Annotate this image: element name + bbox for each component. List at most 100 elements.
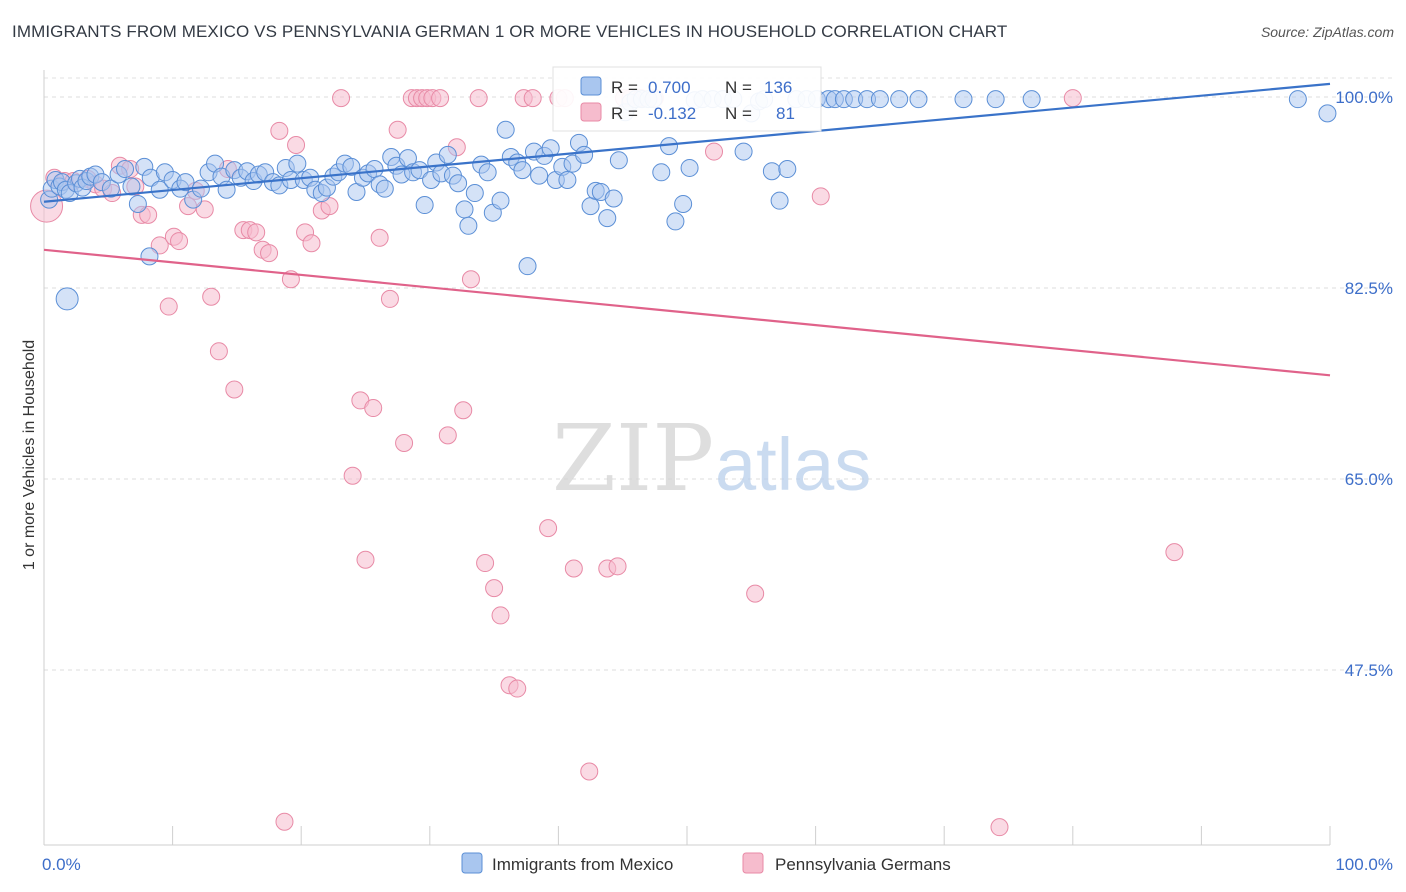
point-immigrants-from-mexico — [652, 163, 671, 182]
point-pennsylvania-germans — [476, 554, 495, 573]
stats-swatch-pink — [580, 102, 602, 122]
point-immigrants-from-mexico — [365, 160, 384, 179]
watermark-zip: ZIP — [552, 405, 714, 512]
point-pennsylvania-germans — [159, 297, 178, 316]
point-immigrants-from-mexico — [438, 145, 457, 164]
point-immigrants-from-mexico — [598, 209, 617, 228]
watermark: ZIP atlas — [552, 405, 871, 512]
point-immigrants-from-mexico — [604, 189, 623, 208]
point-pennsylvania-germans — [469, 89, 488, 108]
x-tick-labels: 0.0% 100.0% — [42, 855, 1393, 874]
point-pennsylvania-germans — [454, 401, 473, 420]
point-immigrants-from-mexico — [762, 162, 781, 181]
y-tick-label-2: 65.0% — [1345, 470, 1393, 489]
point-pennsylvania-germans — [705, 142, 724, 161]
point-immigrants-from-mexico — [455, 200, 474, 219]
legend-label-pennsylvania-germans: Pennsylvania Germans — [775, 855, 951, 874]
point-pennsylvania-germans — [580, 762, 599, 781]
bottom-legend: Immigrants from Mexico Pennsylvania Germ… — [461, 852, 951, 874]
point-immigrants-from-mexico — [674, 194, 693, 213]
point-pennsylvania-germans — [364, 399, 383, 418]
trend-line-pennsylvania-germans — [43, 248, 1331, 377]
y-tick-label-0: 100.0% — [1335, 88, 1393, 107]
point-immigrants-from-mexico — [778, 160, 797, 179]
point-immigrants-from-mexico — [122, 177, 141, 196]
trend-line-immigrants-from-mexico — [43, 82, 1331, 203]
point-immigrants-from-mexico — [890, 90, 909, 109]
stats-n-value-pink: 81 — [776, 104, 795, 123]
point-pennsylvania-germans — [225, 380, 244, 399]
point-pennsylvania-germans — [388, 120, 407, 139]
point-pennsylvania-germans — [1165, 543, 1184, 562]
point-pennsylvania-germans — [356, 550, 375, 569]
stats-n-value-blue: 136 — [764, 78, 792, 97]
point-immigrants-from-mexico — [666, 212, 685, 231]
point-pennsylvania-germans — [1063, 89, 1082, 108]
point-immigrants-from-mexico — [449, 174, 468, 193]
stats-swatch-blue — [580, 76, 602, 96]
point-immigrants-from-mexico — [680, 158, 699, 177]
point-immigrants-from-mexico — [415, 196, 434, 215]
watermark-atlas: atlas — [715, 423, 871, 506]
source-label: Source: ZipAtlas.com — [1260, 24, 1394, 40]
series-immigrants-from-mexico — [40, 90, 1337, 311]
point-pennsylvania-germans — [990, 818, 1009, 837]
point-immigrants-from-mexico — [116, 160, 135, 179]
stats-r-value-blue: 0.700 — [648, 78, 691, 97]
legend-swatch-pennsylvania-germans — [742, 852, 764, 874]
point-immigrants-from-mexico — [870, 90, 889, 109]
point-pennsylvania-germans — [332, 89, 351, 108]
stats-r-label-blue: R = — [611, 78, 638, 97]
point-pennsylvania-germans — [608, 557, 627, 576]
point-pennsylvania-germans — [247, 223, 266, 242]
legend-label-immigrants-from-mexico: Immigrants from Mexico — [492, 855, 673, 874]
stats-n-label-pink: N = — [725, 104, 752, 123]
stats-r-value-pink: -0.132 — [648, 104, 696, 123]
point-immigrants-from-mexico — [1318, 104, 1337, 123]
point-immigrants-from-mexico — [478, 163, 497, 182]
point-pennsylvania-germans — [564, 559, 583, 578]
point-immigrants-from-mexico — [986, 90, 1005, 109]
point-pennsylvania-germans — [202, 287, 221, 306]
point-pennsylvania-germans — [170, 232, 189, 251]
point-immigrants-from-mexico — [541, 139, 560, 158]
point-pennsylvania-germans — [485, 579, 504, 598]
y-tick-label-1: 82.5% — [1345, 279, 1393, 298]
point-immigrants-from-mexico — [375, 179, 394, 198]
point-immigrants-from-mexico — [558, 170, 577, 189]
point-immigrants-from-mexico — [496, 120, 515, 139]
point-immigrants-from-mexico — [176, 173, 195, 192]
point-immigrants-from-mexico — [530, 166, 549, 185]
point-immigrants-from-mexico — [459, 216, 478, 235]
trend-lines — [43, 82, 1331, 377]
point-pennsylvania-germans — [270, 121, 289, 140]
point-immigrants-from-mexico — [513, 161, 532, 180]
point-pennsylvania-germans — [395, 433, 414, 452]
point-immigrants-from-mexico — [288, 154, 307, 173]
point-immigrants-from-mexico — [734, 142, 753, 161]
point-pennsylvania-germans — [811, 187, 830, 206]
point-immigrants-from-mexico — [1288, 90, 1307, 109]
point-immigrants-from-mexico — [101, 179, 120, 198]
point-pennsylvania-germans — [209, 342, 228, 361]
point-pennsylvania-germans — [508, 679, 527, 698]
point-pennsylvania-germans — [343, 466, 362, 485]
point-pennsylvania-germans — [461, 270, 480, 289]
point-pennsylvania-germans — [195, 200, 214, 219]
point-immigrants-from-mexico — [575, 145, 594, 164]
stats-r-label-pink: R = — [611, 104, 638, 123]
point-immigrants-from-mexico — [609, 151, 628, 170]
point-pennsylvania-germans — [370, 228, 389, 247]
point-pennsylvania-germans — [287, 136, 306, 155]
point-immigrants-from-mexico — [128, 194, 147, 213]
point-pennsylvania-germans — [539, 519, 558, 538]
point-pennsylvania-germans — [746, 584, 765, 603]
point-pennsylvania-germans — [260, 244, 279, 263]
y-tick-labels: 100.0% 82.5% 65.0% 47.5% — [1335, 88, 1393, 680]
point-immigrants-from-mexico — [491, 191, 510, 210]
point-immigrants-from-mexico — [909, 90, 928, 109]
point-immigrants-from-mexico — [770, 191, 789, 210]
point-immigrants-from-mexico — [581, 197, 600, 216]
point-pennsylvania-germans — [302, 234, 321, 253]
